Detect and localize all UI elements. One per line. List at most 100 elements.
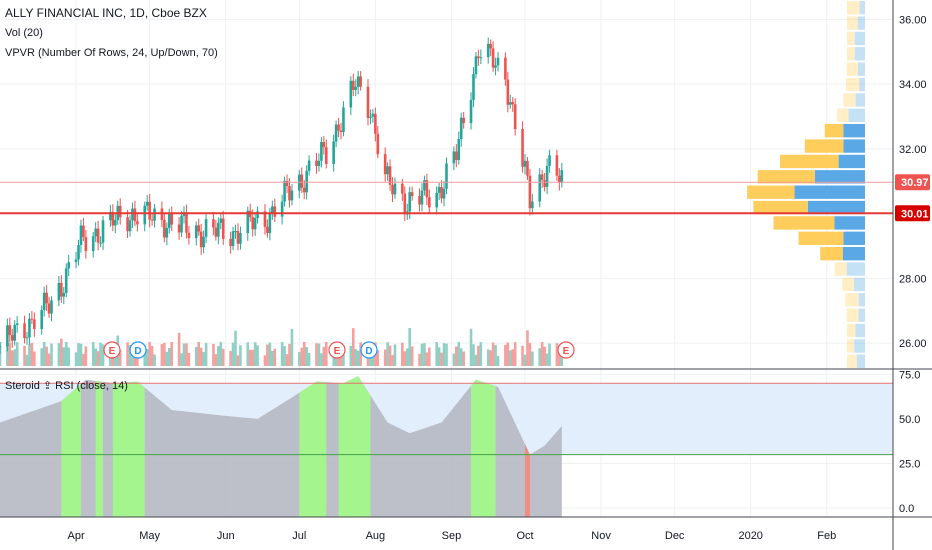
candle [109, 204, 112, 227]
price-axis[interactable]: 36.00 34.00 32.00 28.00 26.00 [899, 14, 927, 350]
volume-bar [217, 346, 220, 366]
volume-bar [356, 350, 360, 366]
candle [315, 153, 318, 174]
candle [410, 186, 414, 201]
candle-body [253, 217, 257, 230]
candle-body [548, 155, 551, 166]
volume-bar [403, 351, 407, 366]
event-label: D [134, 346, 141, 357]
vpvr-legend[interactable]: VPVR (Number Of Rows, 24, Up/Down, 70) [5, 47, 218, 59]
volume-bar [197, 342, 201, 366]
time-tick-label: May [139, 530, 160, 542]
candle [62, 287, 66, 305]
candle-body [369, 116, 372, 118]
volume-bar [496, 355, 500, 366]
rsi-axis[interactable]: 75.0 50.0 25.0 0.0 [899, 369, 920, 515]
volume-bar [84, 346, 88, 366]
volume-bar [45, 346, 48, 366]
candle-body [494, 65, 497, 68]
volume-bar [298, 352, 301, 366]
candle-body [163, 220, 166, 238]
volume-bar [410, 346, 414, 366]
candle-body [496, 57, 500, 66]
volume-legend[interactable]: Vol (20) [5, 27, 43, 39]
volume-bar [300, 347, 304, 366]
candle-body [320, 142, 323, 161]
candle [0, 342, 2, 355]
candle-body [349, 80, 353, 108]
volume-profile-down-row [798, 231, 844, 245]
candle-body [167, 214, 171, 228]
candle [143, 201, 147, 232]
candle-body [283, 180, 286, 202]
time-axis[interactable]: Apr May Jun Jul Aug Sep Oct Nov Dec 2020 Feb [67, 530, 836, 542]
candle-body [452, 151, 456, 164]
candle [317, 153, 321, 172]
candle-body [8, 325, 12, 336]
candle [25, 332, 29, 345]
candle-body [455, 151, 458, 160]
candle-body [560, 170, 564, 183]
volume-bar [469, 328, 473, 366]
volume-profile-up-row [838, 154, 865, 169]
candle [376, 126, 380, 159]
volume-bar [369, 355, 372, 366]
volume-profile-down-row [846, 47, 855, 61]
volume-bar [555, 343, 559, 366]
candle-body [57, 282, 61, 301]
candle [15, 316, 19, 333]
candle [339, 122, 343, 140]
volume-bar [148, 342, 151, 366]
candle [256, 206, 259, 224]
candle-body [40, 310, 44, 330]
candle-body [165, 227, 169, 238]
volume-bar [248, 349, 252, 366]
candle [445, 157, 448, 195]
dividend-event-1[interactable]: D [129, 341, 147, 359]
earnings-event-2[interactable]: E [328, 341, 346, 359]
candle-body [99, 242, 102, 244]
candle-body [45, 292, 48, 304]
candle-body [508, 102, 512, 105]
candle-body [545, 165, 549, 187]
candle [560, 162, 564, 188]
volume-bar [64, 342, 68, 366]
rsi-overbought-span [338, 376, 371, 517]
candle-body [263, 211, 267, 227]
candle [60, 275, 63, 303]
earnings-event-1[interactable]: E [103, 341, 121, 359]
candle-body [33, 319, 36, 330]
volume-bar [67, 347, 70, 366]
candle-body [131, 208, 134, 221]
earnings-event-3[interactable]: E [557, 341, 575, 359]
rsi-legend[interactable]: Steroid ⇪ RSI (close, 14) [5, 380, 128, 392]
candle-body [153, 208, 156, 221]
candle [8, 317, 12, 343]
candle-body [401, 183, 404, 194]
candle [374, 107, 377, 142]
volume-profile-up-row [856, 354, 865, 368]
candle [440, 180, 443, 204]
volume-bar [508, 350, 512, 366]
volume-profile-up-row [857, 16, 865, 30]
candle [393, 177, 397, 199]
candle-body [136, 221, 139, 225]
volume-bar [185, 343, 188, 366]
symbol-title[interactable]: ALLY FINANCIAL INC, 1D, Cboe BZX [5, 6, 207, 20]
candle-body [442, 188, 446, 199]
candle [13, 320, 17, 346]
candle-body [317, 160, 321, 166]
volume-bar [143, 350, 147, 366]
volume-profile-up-row [843, 124, 865, 138]
candle [538, 168, 542, 208]
candle-body [489, 43, 492, 49]
volume-bar [440, 352, 443, 366]
candle-body [67, 262, 70, 269]
candle [428, 189, 431, 213]
volume-bar [452, 353, 456, 366]
volume-bar [212, 343, 215, 366]
volume-bar [383, 349, 387, 366]
candle-body [185, 212, 188, 233]
dividend-event-2[interactable]: D [360, 341, 378, 359]
